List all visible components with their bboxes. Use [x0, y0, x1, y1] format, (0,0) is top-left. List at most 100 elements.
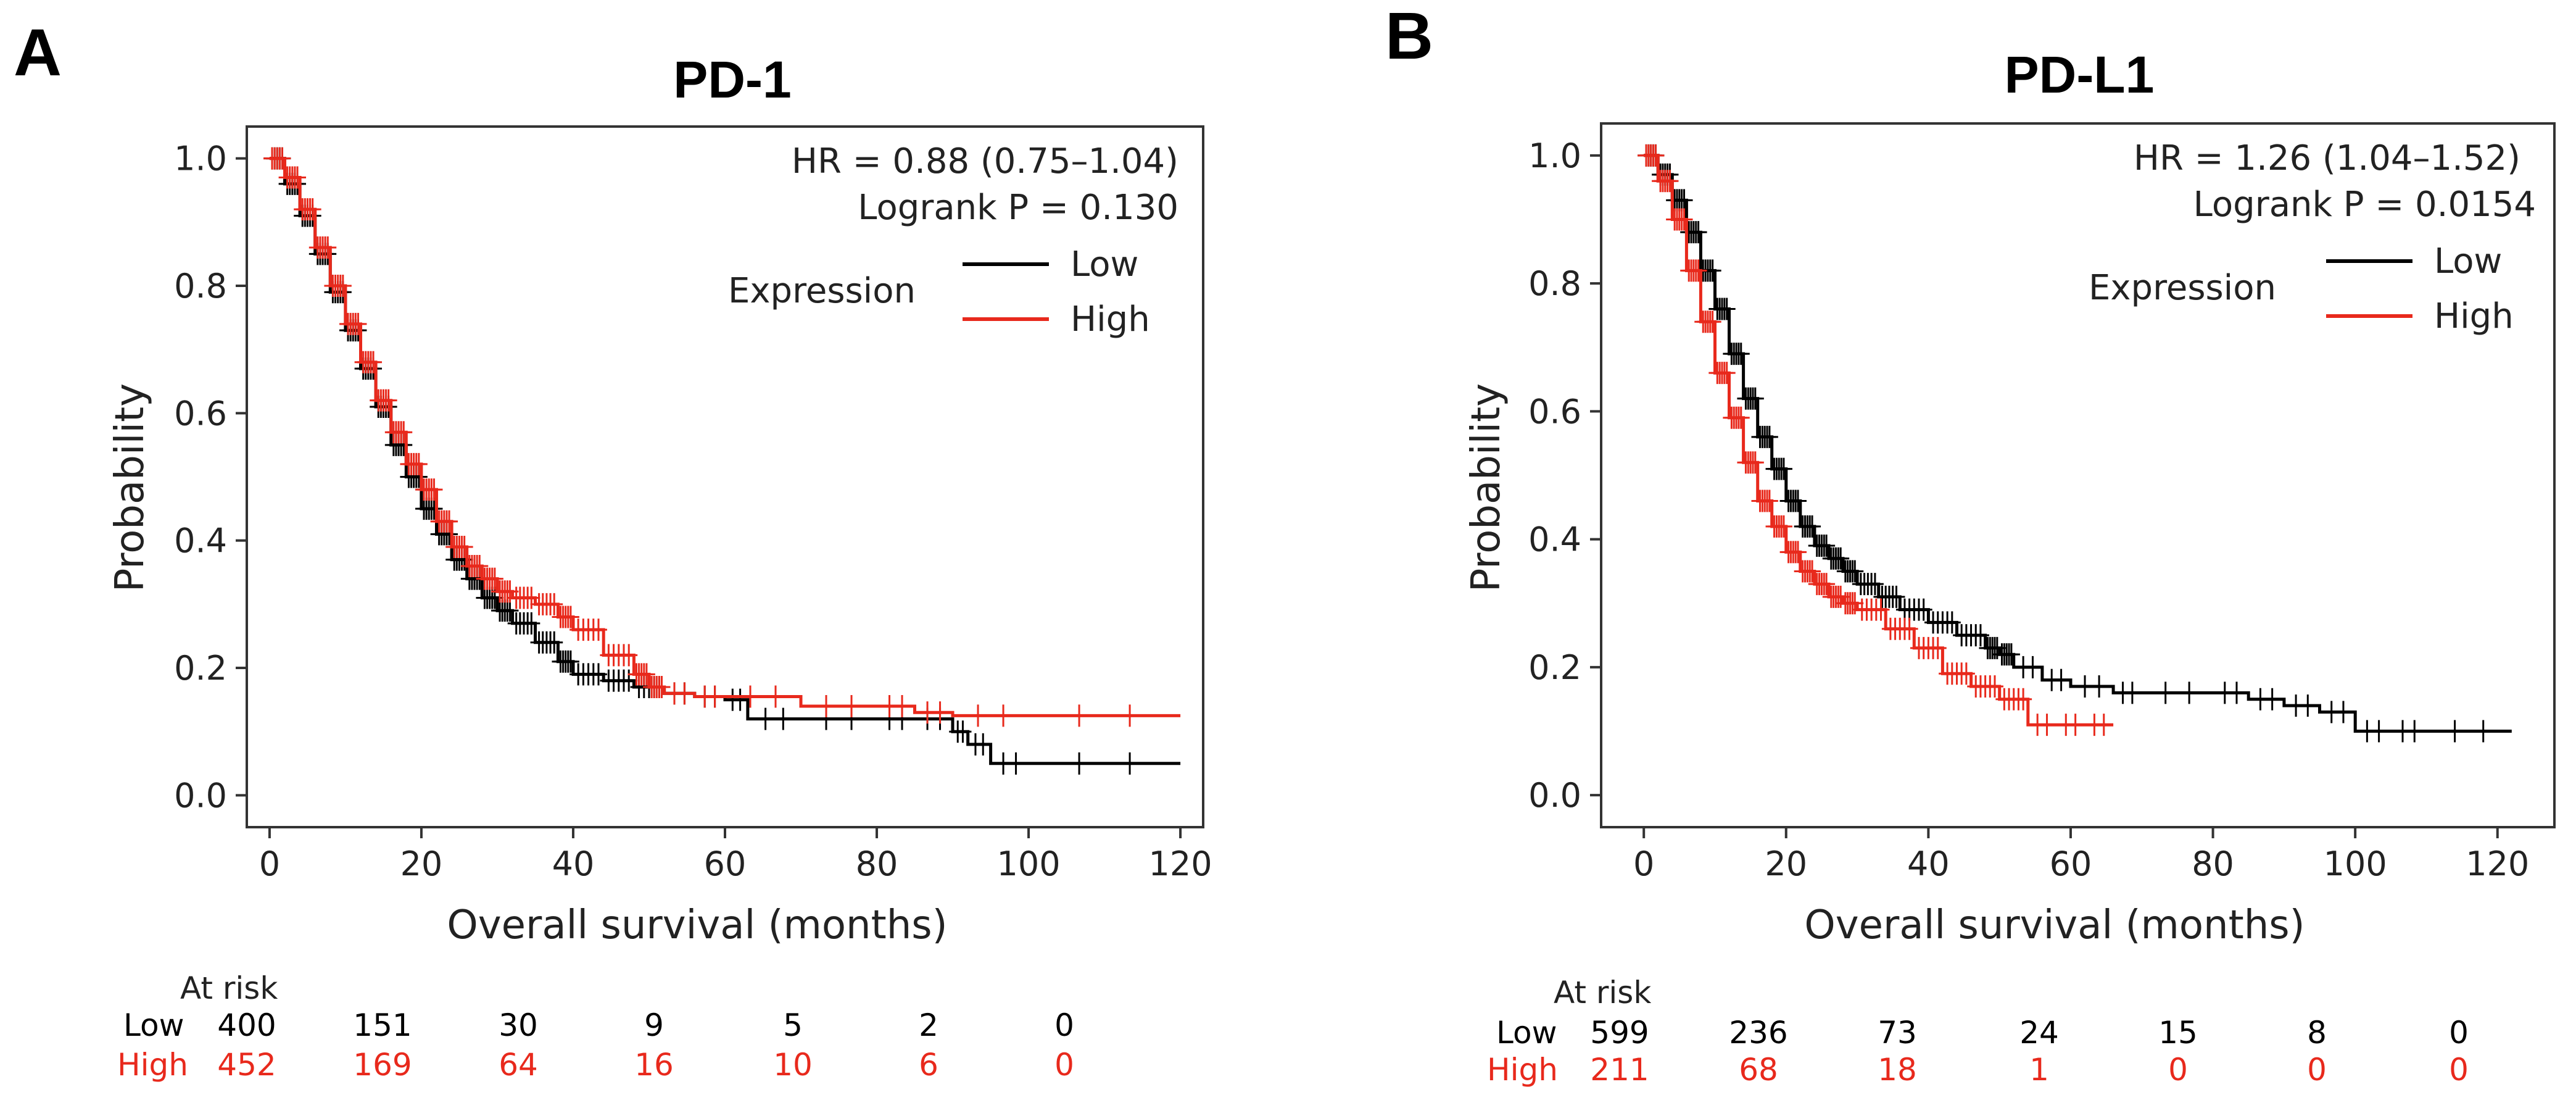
censor-mark — [1775, 515, 1792, 538]
censor-mark — [2156, 681, 2174, 704]
panel-letter: A — [14, 15, 62, 90]
x-tick-label: 0 — [259, 844, 280, 883]
y-tick-label: 0.4 — [1528, 520, 1581, 559]
censor-mark — [1804, 560, 1821, 583]
y-tick-label: 0.0 — [174, 776, 227, 815]
x-tick-label: 80 — [2192, 844, 2234, 883]
censor-mark — [589, 663, 607, 686]
survival-curve-high — [269, 157, 1181, 717]
censor-mark — [1872, 598, 1890, 621]
at-risk-value: 236 — [1729, 1015, 1787, 1051]
censor-mark — [706, 685, 724, 708]
at-risk-label-high: High — [117, 1047, 188, 1083]
x-tick-label: 60 — [2050, 844, 2092, 883]
logrank-annotation: Logrank P = 0.130 — [858, 188, 1178, 228]
at-risk-value: 9 — [644, 1007, 664, 1043]
censor-mark — [334, 274, 352, 297]
survival-curve-high — [1644, 154, 2114, 727]
censor-mark — [2228, 681, 2245, 704]
censor-mark — [349, 312, 367, 335]
censor-mark — [731, 688, 749, 711]
chart-title: PD-1 — [673, 51, 791, 109]
censor-mark — [931, 701, 949, 724]
censor-mark — [2180, 681, 2198, 704]
censor-mark — [1846, 560, 1864, 583]
censor-mark — [2024, 656, 2042, 678]
censor-mark — [561, 606, 579, 628]
censor-mark — [2052, 669, 2070, 691]
censor-mark — [774, 707, 792, 730]
censor-mark — [653, 676, 671, 698]
at-risk-value: 151 — [353, 1007, 412, 1043]
censor-mark — [273, 147, 291, 170]
at-risk-header: At risk — [180, 970, 278, 1006]
censor-mark — [1718, 362, 1736, 385]
at-risk-value: 16 — [634, 1047, 674, 1083]
legend-label-low: Low — [1071, 244, 1138, 285]
y-tick-label: 0.6 — [1528, 392, 1581, 431]
censor-mark — [395, 421, 413, 444]
y-tick-label: 0.8 — [174, 267, 227, 306]
censor-mark — [2002, 643, 2020, 666]
at-risk-value: 0 — [1054, 1047, 1074, 1083]
chart-title: PD-L1 — [2005, 46, 2155, 104]
legend-label-high: High — [1071, 299, 1150, 340]
censor-mark — [1732, 406, 1750, 429]
at-risk-value: 30 — [499, 1007, 538, 1043]
censor-mark — [2095, 714, 2113, 736]
x-tick-label: 20 — [1765, 844, 1807, 883]
legend-label-low: Low — [2434, 241, 2502, 281]
censor-mark — [1943, 611, 1961, 634]
legend-title: Expression — [2089, 268, 2276, 308]
legend: Expression Low High — [728, 244, 1150, 340]
survival-curves — [263, 147, 1181, 775]
censor-mark — [1900, 617, 1918, 640]
censor-mark — [2263, 688, 2281, 710]
at-risk-values: 400 151 30 9 5 2 0 452 169 64 16 10 6 0 — [217, 1007, 1074, 1083]
survival-curve-low — [1644, 154, 2512, 733]
y-tick-label: 0.6 — [174, 394, 227, 433]
censor-mark — [425, 478, 443, 501]
censor-mark — [2090, 675, 2108, 698]
survival-curves — [1638, 144, 2512, 743]
at-risk-value: 0 — [2168, 1052, 2188, 1088]
panel-a: A PD-1 0 20 40 60 80 100 1200.00.20.40.60.81.0… — [14, 15, 1212, 1083]
at-risk-value: 211 — [1590, 1052, 1649, 1088]
panel-b: B PD-L1 0 20 40 60 80 100 1200.00.20.40.60.81.… — [1385, 0, 2556, 1088]
censor-mark — [1818, 535, 1836, 557]
censor-mark — [304, 198, 321, 221]
censor-mark — [893, 694, 911, 717]
censor-mark — [2038, 714, 2056, 736]
censor-mark — [1121, 704, 1139, 727]
censor-mark — [954, 720, 972, 743]
censor-mark — [289, 166, 307, 189]
censor-mark — [1760, 490, 1778, 512]
censor-mark — [742, 685, 760, 708]
panel-letter: B — [1385, 0, 1433, 73]
censor-mark — [441, 510, 458, 533]
hr-annotation: HR = 1.26 (1.04–1.52) — [2134, 138, 2520, 178]
censor-mark — [620, 669, 638, 692]
legend: Expression Low High — [2089, 241, 2514, 336]
censor-mark — [319, 236, 337, 259]
censor-mark — [1832, 547, 1850, 570]
censor-mark — [2123, 681, 2141, 704]
at-risk-value: 0 — [2449, 1015, 2469, 1051]
censor-mark — [1675, 208, 1693, 231]
at-risk-value: 0 — [2307, 1052, 2327, 1088]
censor-mark — [1704, 310, 1721, 333]
at-risk-value: 2 — [919, 1007, 938, 1043]
at-risk-value: 0 — [1054, 1007, 1074, 1043]
censor-mark — [818, 694, 835, 717]
censor-mark — [523, 586, 540, 609]
y-tick-label: 0.2 — [174, 649, 227, 688]
at-risk-value: 18 — [1878, 1052, 1917, 1088]
censor-mark — [2446, 720, 2464, 743]
at-risk-label-low: Low — [123, 1007, 184, 1043]
censor-mark — [969, 704, 987, 727]
at-risk-value: 1 — [2029, 1052, 2049, 1088]
censor-mark — [1121, 752, 1139, 775]
censor-mark — [1675, 189, 1693, 212]
at-risk-value: 15 — [2158, 1015, 2198, 1051]
